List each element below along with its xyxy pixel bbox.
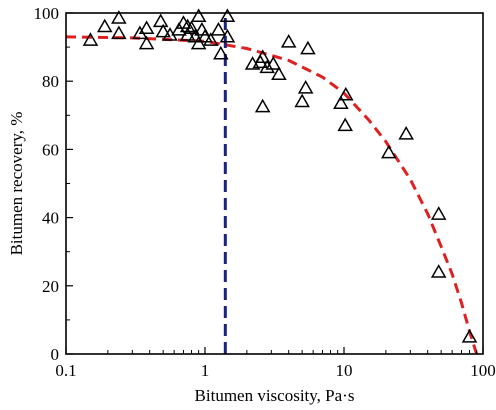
data-point — [265, 56, 282, 70]
data-point — [210, 22, 227, 36]
data-point — [213, 45, 229, 60]
x-tick-label: 10 — [336, 361, 353, 380]
data-point — [461, 328, 478, 343]
data-point — [297, 80, 314, 94]
data-point — [430, 206, 447, 220]
data-point — [179, 18, 196, 33]
data-point — [190, 8, 207, 23]
data-point — [337, 117, 353, 132]
data-point — [254, 98, 271, 113]
data-point — [337, 86, 354, 101]
data-point — [96, 18, 113, 33]
data-point — [300, 40, 316, 55]
y-tick-label: 60 — [42, 140, 59, 159]
data-point — [398, 126, 414, 140]
fit-curve — [66, 35, 479, 354]
y-tick-label: 0 — [51, 345, 60, 364]
data-point — [197, 28, 213, 43]
y-tick-label: 20 — [42, 277, 59, 296]
data-point — [380, 144, 397, 159]
x-tick-label: 1 — [201, 361, 210, 380]
data-point — [294, 93, 310, 108]
data-point — [271, 66, 287, 81]
data-point — [82, 32, 99, 46]
data-point — [138, 20, 155, 34]
data-point — [219, 28, 236, 43]
data-point — [190, 35, 207, 50]
data-point — [155, 23, 171, 38]
y-axis-label: Bitumen recovery, % — [7, 112, 26, 256]
data-point — [219, 8, 236, 23]
data-point — [430, 264, 447, 278]
data-point — [179, 27, 196, 41]
data-point — [152, 13, 169, 28]
data-point — [254, 49, 271, 63]
data-point — [111, 10, 127, 24]
y-tick-label: 100 — [34, 4, 60, 23]
y-tick-label: 40 — [42, 209, 59, 228]
data-point — [111, 25, 127, 40]
x-tick-label: 100 — [470, 361, 496, 380]
data-point — [259, 59, 275, 74]
data-point — [333, 95, 349, 109]
data-point — [202, 32, 219, 46]
y-tick-label: 80 — [42, 72, 59, 91]
data-point — [280, 33, 297, 48]
data-point — [183, 20, 200, 34]
data-point — [138, 35, 155, 50]
x-tick-label: 0.1 — [55, 361, 76, 380]
x-axis-label: Bitumen viscosity, Pa·s — [195, 386, 355, 405]
